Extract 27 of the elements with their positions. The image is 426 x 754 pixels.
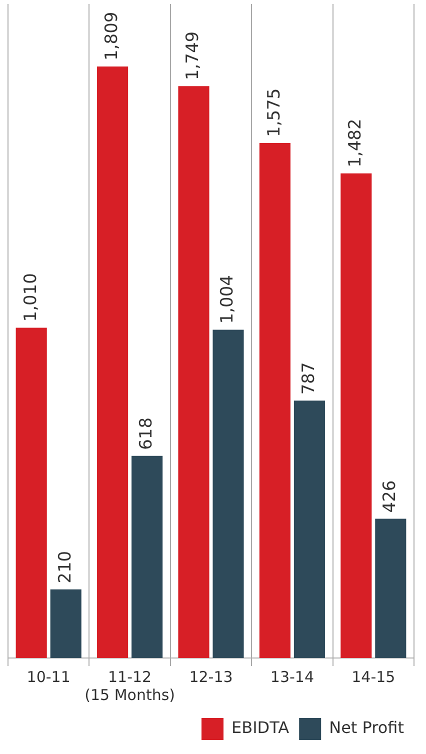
x-tick-label: 13-14 [270,668,314,686]
data-label: 1,809 [102,12,122,60]
bar [294,400,325,658]
data-label: 1,749 [183,31,204,80]
data-label: 1,004 [218,275,238,324]
x-tick-label: 11-12 (15 Months) [84,668,175,704]
bar [178,86,210,658]
data-label: 1,575 [264,88,284,137]
data-label: 1,482 [346,118,366,168]
bar [132,456,163,658]
data-label: 210 [55,550,76,584]
x-tick-label: 10-11 [26,668,70,686]
bar [16,328,47,658]
bar [50,589,82,658]
data-label: 1,010 [20,273,41,322]
bar [259,142,290,658]
data-label: 426 [380,480,400,513]
bar [375,518,406,658]
bar [212,330,244,658]
bar [97,66,128,658]
x-tick-label: 14-15 [352,668,396,686]
bar [340,173,372,658]
x-tick-label: 12-13 [189,668,233,686]
data-label: 787 [298,362,319,395]
legend-label: Net Profit [329,718,404,738]
data-label: 618 [136,417,156,450]
legend-label: EBIDTA [231,718,290,738]
